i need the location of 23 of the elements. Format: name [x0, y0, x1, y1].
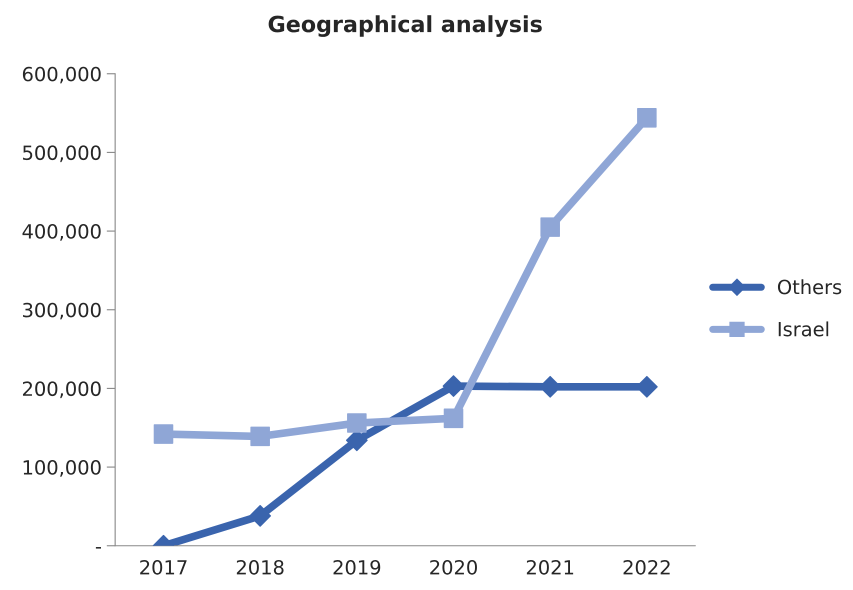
- x-tick-label: 2017: [140, 560, 187, 575]
- y-tick-label: 400,000: [22, 224, 101, 241]
- y-tick-label: 500,000: [23, 145, 101, 162]
- legend-label: Israel: [778, 321, 828, 336]
- point: [444, 408, 464, 428]
- x-tick-label: 2019: [334, 560, 380, 575]
- point: [249, 504, 272, 527]
- chart-title: Geographical analysis: [268, 15, 542, 37]
- y-tick-label: 100,000: [24, 460, 101, 477]
- x-tick-label: 2018: [236, 560, 284, 575]
- point: [637, 108, 657, 128]
- point: [347, 413, 367, 433]
- y-tick-label: 300,000: [23, 302, 101, 320]
- y-tick-label: -: [96, 547, 102, 549]
- y-tick-label: 600,000: [22, 66, 101, 84]
- point: [154, 424, 174, 444]
- x-tick-label: 2020: [430, 560, 477, 575]
- point: [250, 426, 270, 446]
- x-tick-label: 2022: [624, 560, 670, 575]
- y-tick-label: 200,000: [22, 381, 101, 398]
- point: [540, 217, 560, 237]
- x-tick-label: 2021: [526, 560, 574, 575]
- legend-label: Others: [778, 279, 842, 294]
